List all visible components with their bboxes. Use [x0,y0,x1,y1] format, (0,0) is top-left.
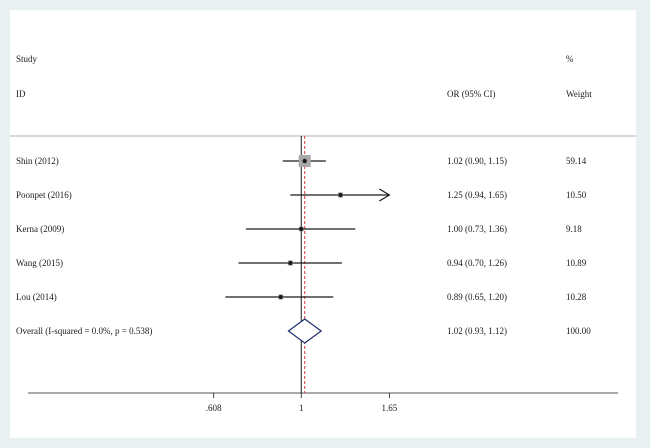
forest-plot: Study ID OR (95% CI) % Weight Shin (2012… [10,10,636,438]
study-weight: 10.50 [566,190,587,200]
study-weight: 9.18 [566,224,582,234]
overall-label: Overall (I-squared = 0.0%, p = 0.538) [16,326,152,336]
study-label: Shin (2012) [16,156,59,166]
x-tick-label: 1 [299,403,304,413]
study-label: Poonpet (2016) [16,190,72,200]
study-weight: 10.89 [566,258,587,268]
overall-or-ci: 1.02 (0.93, 1.12) [447,326,507,336]
header-weight: Weight [566,89,592,99]
overall-diamond [287,318,323,344]
study-point-estimate [278,294,283,300]
header-percent: % [566,54,574,64]
study-weight: 10.28 [566,292,587,302]
forest-marks: Shin (2012) 1.02 (0.90, 1.15) 59.14 Poonpet… [16,136,591,393]
study-or-ci: 1.02 (0.90, 1.15) [447,156,507,166]
study-label: Lou (2014) [16,292,57,302]
study-or-ci: 0.94 (0.70, 1.26) [447,258,507,268]
study-label: Wang (2015) [16,258,63,268]
study-point-estimate [299,226,304,232]
study-or-ci: 0.89 (0.65, 1.20) [447,292,507,302]
header-study: Study [16,54,38,64]
study-weight: 59.14 [566,156,587,166]
study-or-ci: 1.25 (0.94, 1.65) [447,190,507,200]
study-point-estimate [288,260,293,266]
overall-weight: 100.00 [566,326,591,336]
study-ci-arrow [379,188,391,202]
forest-plot-svg: Study ID OR (95% CI) % Weight Shin (2012… [10,54,636,413]
study-point-estimate [302,158,307,164]
study-label: Kerna (2009) [16,224,64,234]
study-point-estimate [338,192,343,198]
header-id: ID [16,89,26,99]
header-or-ci: OR (95% CI) [447,89,496,99]
study-or-ci: 1.00 (0.73, 1.36) [447,224,507,234]
x-tick-label: 1.65 [381,403,397,413]
x-tick-label: .608 [206,403,222,413]
x-axis-ticks: .608 1 1.65 [206,393,398,413]
